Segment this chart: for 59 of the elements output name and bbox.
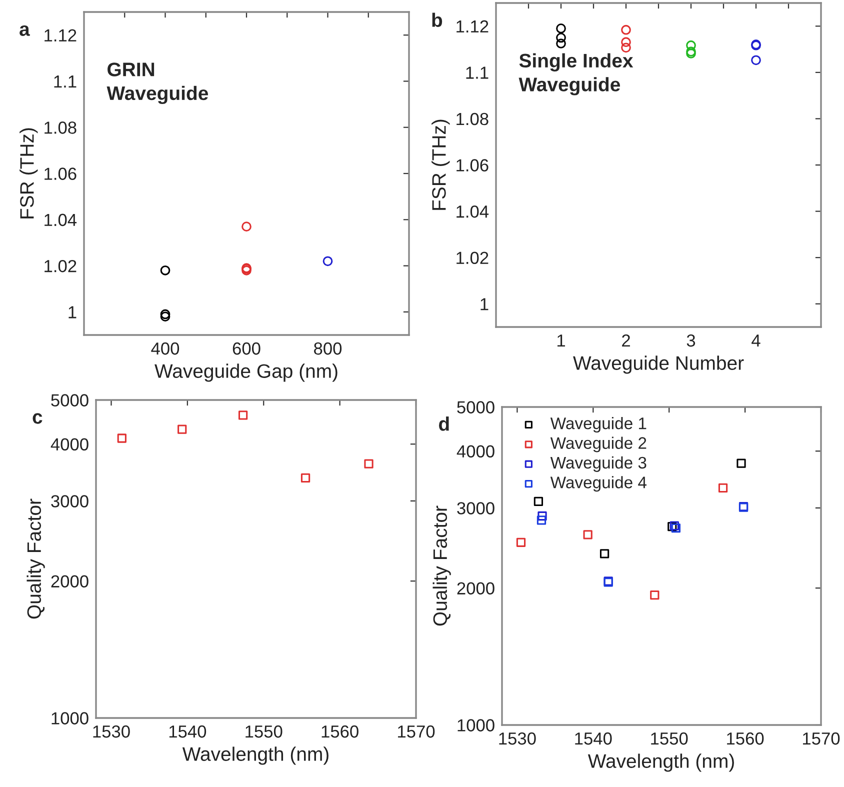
legend-label: Waveguide 1 bbox=[550, 417, 646, 433]
chart-title: c bbox=[32, 413, 42, 424]
legend-label: Waveguide 3 bbox=[550, 456, 646, 472]
y-axis-title: Quality Factor bbox=[26, 498, 45, 619]
x-tick-label: 1530 bbox=[499, 732, 536, 745]
y-tick-label: 1.06 bbox=[456, 159, 488, 172]
y-tick-label: 1.02 bbox=[44, 260, 76, 272]
y-tick-label: 5000 bbox=[51, 394, 88, 406]
y-tick-label: 1000 bbox=[52, 712, 88, 724]
y-tick-label: 4000 bbox=[50, 438, 88, 451]
x-tick-label: 800 bbox=[314, 342, 342, 355]
y-tick-label: 1.08 bbox=[456, 112, 488, 126]
y-tick-label: 1.1 bbox=[466, 66, 488, 79]
x-tick-label: 400 bbox=[151, 342, 180, 355]
y-tick-label: 1.06 bbox=[44, 168, 76, 180]
x-axis-title: Wavelength (nm) bbox=[182, 746, 328, 765]
y-tick-label: 1 bbox=[480, 298, 488, 310]
y-tick-label: 1.12 bbox=[456, 20, 488, 32]
x-axis-title: Wavelength (nm) bbox=[588, 754, 734, 772]
y-axis-title: FSR (THz) bbox=[20, 128, 38, 218]
y-tick-label: 1.04 bbox=[456, 205, 489, 218]
x-tick-label: 1 bbox=[557, 334, 565, 347]
x-axis-title: Waveguide Gap (nm) bbox=[154, 364, 338, 382]
y-tick-label: 1.12 bbox=[44, 29, 76, 42]
y-tick-label: 1.08 bbox=[44, 122, 76, 134]
x-tick-label: 600 bbox=[232, 342, 260, 355]
annotation: Single Index Waveguide bbox=[518, 53, 634, 96]
y-tick-label: 4000 bbox=[456, 445, 494, 458]
y-tick-label: 5000 bbox=[457, 401, 494, 414]
chart-title: a bbox=[20, 25, 30, 36]
x-tick-label: 1550 bbox=[651, 732, 688, 745]
x-tick-label: 1550 bbox=[246, 725, 282, 738]
x-axis-title: Waveguide Number bbox=[573, 356, 744, 374]
x-tick-label: 1560 bbox=[727, 732, 764, 745]
y-tick-label: 1000 bbox=[458, 719, 494, 732]
annotation: GRIN Waveguide bbox=[106, 62, 208, 104]
x-tick-label: 1540 bbox=[575, 732, 612, 745]
x-tick-label: 4 bbox=[752, 334, 760, 347]
chart-title: d bbox=[439, 416, 449, 431]
x-tick-label: 1560 bbox=[322, 725, 358, 738]
y-tick-label: 3000 bbox=[457, 502, 494, 514]
y-tick-label: 3000 bbox=[51, 495, 88, 508]
y-axis-title: FSR (THz) bbox=[432, 120, 450, 210]
legend-label: Waveguide 2 bbox=[550, 436, 646, 452]
x-tick-label: 1530 bbox=[93, 725, 130, 738]
x-tick-label: 2 bbox=[622, 334, 630, 347]
y-tick-label: 1.02 bbox=[456, 252, 488, 264]
x-tick-label: 1540 bbox=[169, 725, 206, 738]
y-axis-title: Quality Factor bbox=[432, 506, 451, 626]
x-tick-label: 1570 bbox=[803, 732, 840, 745]
chart-title: b bbox=[432, 12, 442, 28]
y-tick-label: 1 bbox=[68, 306, 76, 318]
y-tick-label: 2000 bbox=[457, 582, 494, 595]
x-tick-label: 1570 bbox=[398, 725, 435, 738]
legend-label: Waveguide 4 bbox=[550, 476, 646, 492]
y-tick-label: 1.1 bbox=[54, 76, 76, 88]
x-tick-label: 3 bbox=[686, 334, 696, 347]
y-tick-label: 2000 bbox=[51, 575, 88, 588]
y-tick-label: 1.04 bbox=[44, 214, 77, 226]
